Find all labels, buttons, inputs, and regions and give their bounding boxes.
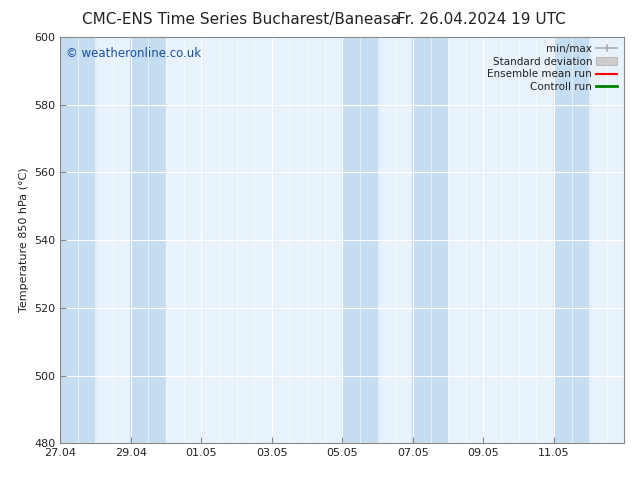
Bar <box>130 37 165 443</box>
Text: CMC-ENS Time Series Bucharest/Baneasa: CMC-ENS Time Series Bucharest/Baneasa <box>82 12 400 27</box>
Bar <box>60 37 96 443</box>
Bar <box>554 37 589 443</box>
Y-axis label: Temperature 850 hPa (°C): Temperature 850 hPa (°C) <box>18 168 29 313</box>
Bar <box>342 37 378 443</box>
Text: © weatheronline.co.uk: © weatheronline.co.uk <box>66 47 201 60</box>
Legend: min/max, Standard deviation, Ensemble mean run, Controll run: min/max, Standard deviation, Ensemble me… <box>486 42 619 94</box>
Text: Fr. 26.04.2024 19 UTC: Fr. 26.04.2024 19 UTC <box>398 12 566 27</box>
Bar <box>412 37 447 443</box>
